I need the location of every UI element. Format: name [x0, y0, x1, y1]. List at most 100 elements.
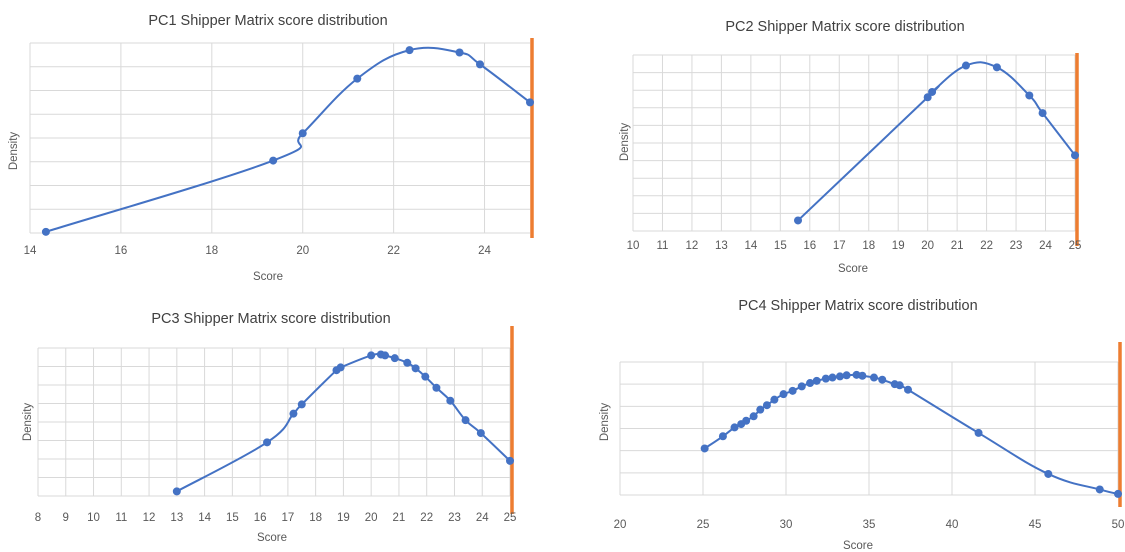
pc3-chart: PC3 Shipper Matrix score distribution 8 9… [22, 311, 517, 544]
x-tick-label: 11 [656, 240, 668, 252]
data-point [336, 363, 345, 372]
data-point [835, 372, 844, 381]
data-point [1038, 109, 1047, 118]
data-point [749, 412, 758, 421]
data-point [1025, 91, 1034, 100]
data-points [41, 46, 534, 236]
x-tick-label: 24 [478, 245, 491, 257]
data-points [794, 61, 1079, 225]
x-tick-label: 21 [393, 512, 406, 524]
x-tick-label: 19 [892, 240, 905, 252]
chart-grid [632, 54, 1076, 232]
series-line-path [704, 373, 1119, 495]
chart-title: PC4 Shipper Matrix score distribution [738, 298, 977, 314]
y-axis-label: Density [8, 132, 20, 171]
data-point [812, 376, 821, 385]
x-tick-label: 25 [697, 519, 710, 531]
data-point [974, 428, 983, 437]
data-point [904, 385, 913, 394]
x-tick-label: 35 [863, 519, 876, 531]
x-tick-label: 9 [63, 512, 69, 524]
data-point [797, 382, 806, 391]
x-tick-label: 12 [143, 512, 156, 524]
x-tick-label: 19 [337, 512, 350, 524]
data-point [403, 358, 412, 367]
data-point [405, 46, 414, 55]
x-tick-labels: 14 16 18 20 22 24 [24, 245, 492, 257]
x-tick-label: 20 [365, 512, 378, 524]
data-point [806, 379, 815, 388]
data-point [526, 98, 534, 107]
x-tick-label: 11 [115, 512, 127, 524]
data-points [172, 350, 514, 496]
x-tick-label: 20 [921, 240, 934, 252]
data-point [353, 74, 362, 83]
data-point [461, 416, 470, 425]
x-tick-label: 17 [833, 240, 846, 252]
x-tick-label: 18 [309, 512, 322, 524]
x-axis-label: Score [257, 532, 287, 544]
x-tick-label: 23 [448, 512, 461, 524]
x-tick-label: 16 [254, 512, 267, 524]
x-tick-labels: 20 25 30 35 40 45 50 [614, 519, 1125, 531]
chart-title: PC3 Shipper Matrix score distribution [151, 311, 390, 327]
data-point [788, 386, 797, 395]
pc2-chart: PC2 Shipper Matrix score distribution 10… [619, 19, 1082, 275]
x-tick-label: 17 [281, 512, 294, 524]
data-points [700, 370, 1122, 498]
series-line [45, 46, 531, 233]
data-point [730, 423, 739, 432]
data-point [992, 63, 1001, 72]
data-point [718, 432, 727, 441]
data-point [923, 93, 932, 102]
data-point [269, 156, 278, 165]
data-point [1071, 151, 1079, 160]
data-point [1044, 469, 1053, 478]
chart-title: PC1 Shipper Matrix score distribution [148, 13, 387, 29]
data-point [476, 429, 485, 438]
data-point [390, 354, 399, 363]
data-point [432, 383, 441, 392]
data-point [961, 61, 970, 70]
x-tick-label: 45 [1029, 519, 1042, 531]
x-tick-label: 10 [627, 240, 640, 252]
x-tick-labels: 8 9 10 11 12 13 14 15 16 17 18 19 20 21 22 23 24 25 [35, 512, 517, 524]
x-tick-label: 25 [504, 512, 517, 524]
x-tick-label: 24 [1039, 240, 1052, 252]
data-point [869, 373, 878, 382]
x-tick-label: 13 [170, 512, 183, 524]
x-tick-label: 23 [1010, 240, 1023, 252]
chart-grid [619, 361, 1119, 496]
data-point [1114, 489, 1122, 498]
data-point [770, 395, 779, 404]
data-point [1095, 485, 1104, 494]
x-tick-label: 50 [1112, 519, 1125, 531]
x-axis-label: Score [838, 263, 868, 275]
x-tick-label: 16 [803, 240, 816, 252]
data-point [858, 371, 867, 380]
data-point [842, 371, 851, 380]
data-point [297, 400, 306, 409]
pc4-chart: PC4 Shipper Matrix score distribution 20… [599, 298, 1125, 552]
x-tick-label: 14 [24, 245, 37, 257]
x-tick-label: 22 [420, 512, 433, 524]
x-tick-label: 18 [862, 240, 875, 252]
data-point [263, 438, 272, 447]
data-point [762, 401, 771, 410]
data-point [878, 375, 887, 384]
data-point [172, 487, 181, 496]
x-axis-label: Score [253, 271, 283, 283]
data-point [446, 396, 455, 405]
x-tick-label: 25 [1069, 240, 1082, 252]
y-axis-label: Density [599, 403, 611, 442]
series-line [704, 373, 1119, 495]
data-point [455, 48, 464, 57]
x-tick-label: 24 [476, 512, 489, 524]
x-tick-label: 10 [87, 512, 100, 524]
x-tick-label: 14 [744, 240, 757, 252]
data-point [756, 405, 765, 414]
x-tick-label: 15 [774, 240, 787, 252]
data-point [476, 60, 484, 69]
data-point [421, 372, 430, 381]
x-axis-label: Score [843, 540, 873, 552]
